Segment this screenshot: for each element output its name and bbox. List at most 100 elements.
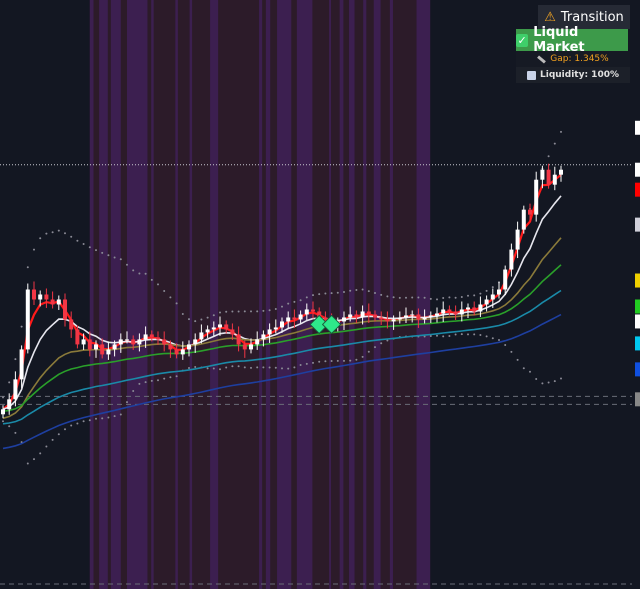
bollinger-dot (64, 232, 66, 235)
bollinger-dot (343, 359, 345, 362)
candle-body (193, 339, 198, 345)
price-axis-marker (635, 299, 640, 314)
bollinger-dot (560, 377, 562, 380)
candle-body (385, 319, 390, 322)
candle-body (224, 324, 229, 330)
bollinger-dot (312, 361, 314, 364)
bollinger-dot (529, 370, 531, 373)
bollinger-dot (39, 237, 42, 240)
bollinger-dot (386, 339, 389, 342)
bollinger-dot (82, 243, 85, 246)
bollinger-dot (262, 309, 265, 312)
candle-body (81, 339, 86, 345)
bollinger-dot (231, 365, 234, 368)
bollinger-dot (188, 318, 190, 321)
candle-body (453, 311, 458, 315)
candle-body (379, 317, 384, 320)
bollinger-dot (175, 375, 178, 378)
liquidity-row: Liquidity: 100% (516, 67, 630, 83)
bollinger-dot (2, 420, 4, 423)
bollinger-dot (126, 401, 128, 404)
bollinger-dot (119, 258, 122, 261)
candle-body (218, 324, 222, 328)
bollinger-dot (336, 291, 339, 294)
candle-body (261, 334, 266, 340)
bollinger-dot (454, 296, 457, 299)
bollinger-dot (467, 294, 469, 297)
candle-body (249, 344, 253, 350)
ruler-icon (537, 54, 547, 64)
bollinger-dot (169, 296, 172, 299)
bollinger-dot (194, 320, 197, 323)
bollinger-dot (268, 366, 271, 369)
bollinger-dot (2, 396, 4, 399)
bollinger-dot (95, 249, 97, 252)
candle-body (180, 349, 185, 355)
candle-body (323, 317, 328, 322)
bollinger-dot (479, 333, 482, 336)
candle-body (230, 329, 235, 335)
transition-label: Transition (560, 9, 624, 25)
bollinger-dot (485, 335, 488, 338)
bollinger-dot (504, 344, 507, 347)
bollinger-dot (51, 438, 54, 441)
bollinger-dot (330, 360, 333, 363)
bollinger-dot (553, 380, 556, 383)
bollinger-dot (237, 365, 240, 368)
session-zone-highlight (348, 0, 355, 589)
bollinger-dot (367, 350, 370, 353)
bollinger-dot (442, 335, 445, 338)
bollinger-dot (64, 428, 66, 431)
bollinger-dot (274, 366, 277, 369)
candle-body (125, 339, 129, 341)
bollinger-dot (119, 413, 122, 416)
transition-badge: ⚠ Transition (538, 5, 630, 29)
candle-body (94, 344, 98, 350)
bollinger-dot (336, 359, 339, 362)
bollinger-dot (212, 314, 215, 317)
price-axis-marker (635, 120, 640, 135)
session-zone-highlight (259, 0, 263, 589)
candle-body (236, 334, 241, 345)
bollinger-dot (200, 318, 203, 321)
bollinger-dot (442, 297, 445, 300)
candle-body (298, 314, 303, 320)
bollinger-dot (256, 310, 259, 313)
bollinger-dot (225, 366, 228, 369)
bollinger-dot (206, 367, 209, 370)
bollinger-dot (312, 294, 314, 297)
candle-body (174, 349, 179, 355)
bollinger-dot (262, 366, 265, 369)
candle-body (63, 299, 67, 320)
bollinger-dot (26, 266, 29, 269)
bollinger-dot (132, 390, 135, 393)
bollinger-dot (467, 333, 469, 336)
bollinger-dot (293, 366, 296, 369)
bollinger-dot (473, 294, 476, 297)
bollinger-dot (150, 379, 153, 382)
bollinger-dot (436, 334, 438, 337)
candle-body (478, 304, 483, 312)
bollinger-dot (144, 272, 147, 275)
bollinger-dot (510, 350, 513, 353)
candle-body (50, 299, 55, 305)
candle-body (32, 289, 36, 300)
bollinger-dot (70, 235, 73, 238)
price-axis-marker (635, 314, 640, 329)
bollinger-dot (324, 292, 327, 295)
bollinger-dot (243, 310, 246, 313)
bollinger-dot (144, 381, 147, 384)
candle-body (255, 339, 260, 345)
session-zone-highlight (339, 0, 344, 589)
bollinger-dot (318, 293, 321, 296)
bollinger-dot (138, 382, 141, 385)
bollinger-dot (150, 278, 153, 281)
bollinger-dot (355, 358, 358, 361)
session-zone-highlight (151, 0, 154, 589)
candle-body (304, 309, 309, 315)
bollinger-dot (287, 367, 290, 370)
price-axis-marker (635, 336, 640, 351)
session-zone-highlight (296, 0, 313, 589)
bollinger-dot (14, 431, 17, 434)
